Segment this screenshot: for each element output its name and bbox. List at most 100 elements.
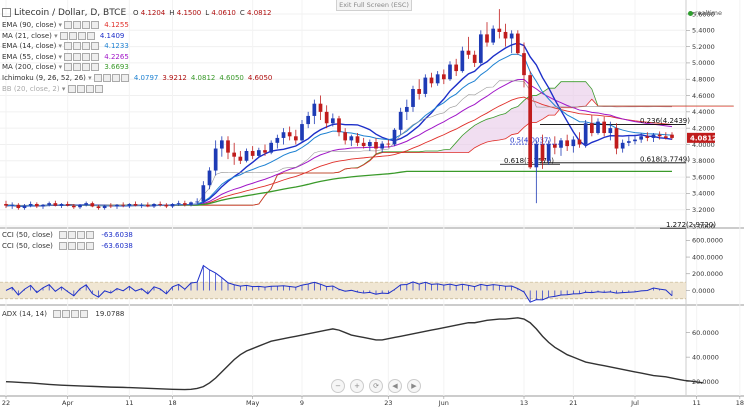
settings-icon[interactable]	[53, 310, 62, 318]
close-icon[interactable]	[80, 310, 89, 318]
candle-body	[620, 142, 625, 149]
gear-icon[interactable]	[82, 63, 91, 72]
settings-icon[interactable]	[67, 84, 76, 93]
eye-icon[interactable]	[73, 21, 82, 29]
candle-body	[41, 204, 45, 207]
candle-body	[374, 142, 378, 149]
settings-icon[interactable]	[64, 42, 73, 51]
candle	[435, 71, 440, 86]
exit-fullscreen-banner[interactable]: Exit Full Screen (ESC)	[336, 0, 412, 11]
candle	[133, 201, 138, 207]
candle-body	[411, 89, 415, 107]
close-icon[interactable]	[86, 242, 95, 250]
candle-body	[429, 77, 434, 84]
time-tick-label: 9	[300, 399, 304, 407]
close-icon[interactable]	[86, 231, 95, 239]
candle	[182, 200, 187, 207]
settings-icon[interactable]	[64, 21, 73, 29]
close-icon[interactable]	[91, 42, 100, 51]
candle-body	[170, 203, 175, 207]
eye-icon[interactable]	[102, 73, 111, 82]
candle-body	[84, 203, 89, 205]
indicator-row[interactable]: EMA (90, close) ▾ 4.1255	[2, 20, 302, 31]
settings-icon[interactable]	[64, 52, 73, 61]
scroll-right-button[interactable]: ▶	[407, 379, 421, 393]
eye-icon[interactable]	[76, 84, 85, 93]
candle-body	[176, 203, 181, 204]
candle	[195, 198, 200, 204]
indicator-row[interactable]: Ichimoku (9, 26, 52, 26) ▾ 4.0797 3.9212 4…	[2, 73, 302, 84]
close-icon[interactable]	[91, 52, 100, 61]
indicator-row[interactable]: EMA (55, close) ▾ 4.2265	[2, 52, 302, 63]
candle	[330, 113, 335, 127]
settings-icon[interactable]	[64, 63, 73, 72]
fib-label: 1.272(2.9720)	[666, 221, 716, 229]
settings-icon[interactable]	[59, 31, 68, 40]
settings-icon[interactable]	[59, 242, 68, 250]
gear-icon[interactable]	[111, 73, 120, 82]
indicator-row[interactable]: EMA (14, close) ▾ 4.1233	[2, 41, 302, 52]
gear-icon[interactable]	[77, 231, 86, 239]
candle-body	[380, 143, 385, 149]
chevron-down-icon[interactable]: ▾	[56, 52, 65, 61]
candle	[22, 203, 27, 210]
candle-body	[275, 137, 280, 143]
chevron-down-icon[interactable]: ▾	[85, 73, 94, 82]
indicator-row[interactable]: MA (200, close) ▾ 3.6693	[2, 62, 302, 73]
candle	[84, 201, 89, 207]
chevron-down-icon[interactable]: ▾	[51, 31, 60, 40]
close-icon[interactable]	[91, 21, 100, 29]
candle	[164, 203, 169, 209]
candle-body	[324, 111, 329, 124]
gear-icon[interactable]	[85, 84, 94, 93]
eye-icon[interactable]	[73, 42, 82, 51]
candle-body	[651, 134, 656, 138]
close-icon[interactable]	[91, 63, 100, 72]
gear-icon[interactable]	[82, 52, 91, 61]
candle-body	[207, 170, 212, 186]
eye-icon[interactable]	[68, 242, 77, 250]
eye-icon[interactable]	[73, 52, 82, 61]
candle-body	[78, 204, 82, 208]
candle-body	[244, 150, 249, 161]
zoom-out-button[interactable]: −	[331, 379, 345, 393]
gear-icon[interactable]	[71, 310, 80, 318]
chevron-down-icon[interactable]: ▾	[59, 84, 68, 93]
candle-body	[90, 203, 95, 207]
candle-body	[596, 121, 600, 134]
candle	[28, 201, 33, 208]
settings-icon[interactable]	[93, 73, 102, 82]
candle	[670, 132, 674, 140]
candle	[256, 147, 261, 158]
time-tick-label: 11	[693, 399, 701, 407]
zoom-in-button[interactable]: +	[350, 379, 364, 393]
candle-body	[448, 64, 452, 80]
close-icon[interactable]	[94, 84, 103, 93]
close-icon[interactable]	[86, 31, 95, 40]
candle	[546, 140, 551, 165]
reset-button[interactable]: ⟳	[369, 379, 383, 393]
indicator-row[interactable]: MA (21, close) ▾ 4.1409	[2, 31, 302, 42]
eye-icon[interactable]	[68, 231, 77, 239]
candle	[121, 202, 126, 208]
gear-icon[interactable]	[82, 21, 91, 29]
eye-icon[interactable]	[62, 310, 71, 318]
chevron-down-icon[interactable]: ▾	[56, 21, 65, 29]
adx-tick-label: 60.0000	[692, 329, 719, 337]
gear-icon[interactable]	[77, 31, 86, 40]
candle	[337, 115, 341, 137]
candle-body	[355, 136, 360, 143]
gear-icon[interactable]	[77, 242, 86, 250]
scroll-left-button[interactable]: ◀	[388, 379, 402, 393]
eye-icon[interactable]	[68, 31, 77, 40]
close-icon[interactable]	[120, 73, 129, 82]
settings-icon[interactable]	[59, 231, 68, 239]
eye-icon[interactable]	[73, 63, 82, 72]
indicator-row[interactable]: BB (20, close, 2) ▾	[2, 84, 302, 95]
candle-body	[195, 201, 200, 203]
gear-icon[interactable]	[82, 42, 91, 51]
chevron-down-icon[interactable]: ▾	[56, 42, 65, 51]
chevron-down-icon[interactable]: ▾	[56, 63, 65, 72]
candle	[411, 85, 415, 112]
time-tick-label: 13	[520, 399, 528, 407]
